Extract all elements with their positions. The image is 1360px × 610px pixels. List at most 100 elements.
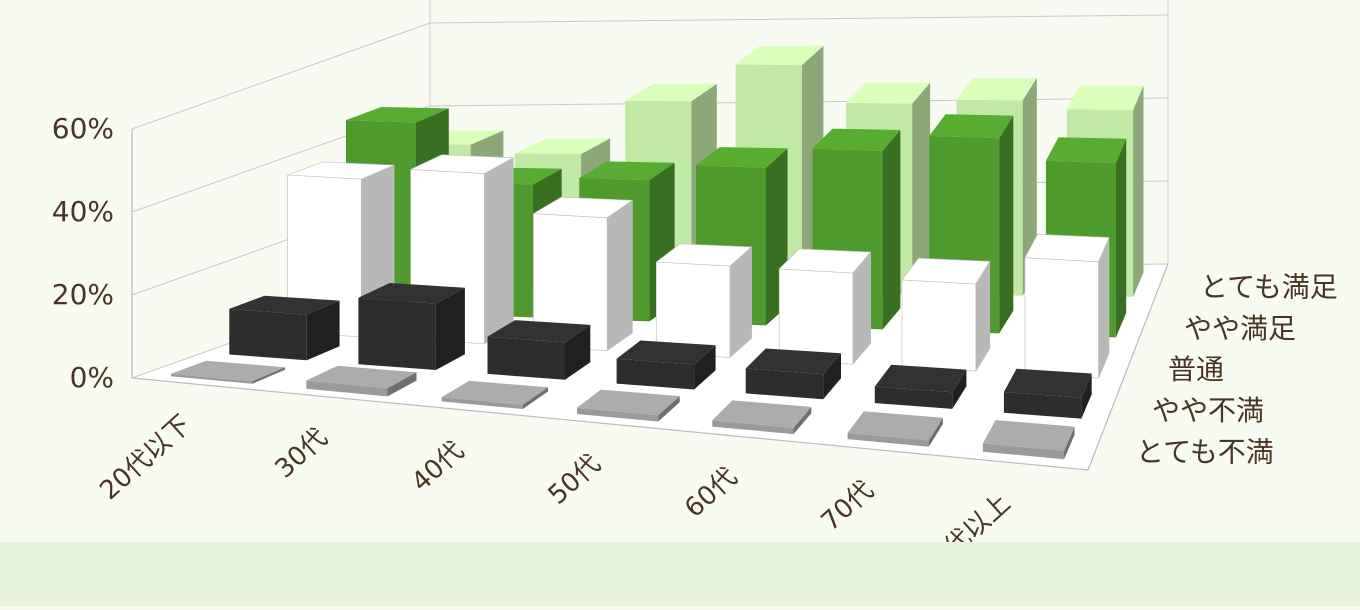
bar bbox=[577, 389, 680, 422]
bar-side bbox=[483, 157, 514, 345]
bar-top bbox=[1045, 137, 1127, 164]
bar-top bbox=[712, 400, 812, 428]
bar-front bbox=[358, 297, 436, 370]
series-label: 普通 bbox=[1168, 353, 1224, 386]
y-tick-label: 0% bbox=[70, 361, 114, 394]
bar-top bbox=[655, 243, 753, 267]
bar-side bbox=[252, 367, 285, 384]
axis-baseline bbox=[131, 263, 1169, 471]
bar-top bbox=[410, 154, 515, 174]
bar bbox=[847, 411, 943, 447]
bar-top bbox=[735, 45, 824, 66]
bar bbox=[358, 283, 465, 370]
bar bbox=[616, 340, 716, 390]
bar-side bbox=[912, 82, 931, 295]
bar-side bbox=[1133, 85, 1144, 297]
y-tick-label: 20% bbox=[52, 278, 114, 311]
bar-top bbox=[577, 389, 680, 416]
bar bbox=[306, 365, 417, 397]
bar-front bbox=[778, 268, 854, 365]
bar-top bbox=[229, 295, 340, 315]
x-tick-label: 50代 bbox=[543, 449, 607, 511]
bar-front bbox=[171, 373, 253, 384]
bar bbox=[441, 380, 549, 409]
bar bbox=[229, 295, 340, 361]
bar-side bbox=[435, 287, 465, 370]
bar-top bbox=[846, 82, 931, 104]
x-tick-label: 30代 bbox=[270, 423, 334, 485]
bar-front bbox=[441, 397, 523, 409]
bar-side bbox=[658, 396, 680, 422]
bar-side bbox=[952, 369, 967, 409]
bar-top bbox=[929, 114, 1014, 139]
bar bbox=[1024, 233, 1110, 379]
bar-side bbox=[1081, 373, 1092, 419]
bar-side bbox=[1115, 138, 1127, 338]
series-label: とても満足 bbox=[1200, 271, 1338, 304]
bar-top bbox=[625, 83, 717, 102]
bar-side bbox=[999, 115, 1014, 334]
bar bbox=[745, 348, 841, 400]
x-tick-label: 70代 bbox=[816, 475, 880, 537]
bar bbox=[1003, 368, 1092, 419]
y-tick-label: 60% bbox=[52, 112, 114, 145]
bar-top bbox=[956, 77, 1037, 101]
bar-front bbox=[1003, 392, 1082, 419]
bar-side bbox=[522, 387, 549, 409]
bar-side bbox=[306, 300, 340, 361]
series-label: やや満足 bbox=[1184, 312, 1296, 345]
bar-side bbox=[823, 353, 841, 400]
bar bbox=[655, 243, 753, 359]
bar-side bbox=[606, 199, 633, 352]
bar-top bbox=[171, 360, 285, 382]
bar-top bbox=[1024, 233, 1110, 263]
bar-side bbox=[882, 130, 901, 330]
bar-side bbox=[928, 417, 943, 447]
bar-top bbox=[982, 420, 1075, 451]
bar-top bbox=[532, 196, 634, 219]
bar-side bbox=[1022, 77, 1037, 296]
bar-top bbox=[514, 138, 611, 155]
bar-top bbox=[579, 161, 675, 181]
series-label: とても不満 bbox=[1136, 435, 1274, 468]
bar bbox=[874, 364, 967, 409]
bar-top bbox=[1003, 368, 1092, 398]
series-labels: とても不満 やや不満 普通 やや満足 とても満足 bbox=[1136, 271, 1338, 469]
bar-front bbox=[487, 336, 565, 380]
bar-top bbox=[287, 161, 395, 180]
bar-side bbox=[565, 324, 591, 380]
bar-side bbox=[793, 406, 812, 435]
bar-top bbox=[487, 320, 591, 343]
bar-top bbox=[696, 147, 788, 168]
bar-front bbox=[577, 407, 659, 422]
bars bbox=[171, 45, 1144, 460]
bar bbox=[171, 360, 285, 384]
background-band bbox=[0, 542, 1360, 606]
bar-top bbox=[745, 348, 841, 375]
bar-top bbox=[901, 257, 991, 285]
bar-front bbox=[745, 368, 824, 400]
bar bbox=[982, 420, 1075, 460]
bar-top bbox=[778, 248, 872, 274]
series-label: やや不満 bbox=[1152, 394, 1264, 427]
bar bbox=[487, 320, 591, 380]
bar-top bbox=[847, 411, 943, 441]
x-tick-label: 20代以下 bbox=[94, 410, 197, 507]
bar bbox=[778, 248, 872, 366]
bar-top bbox=[1066, 85, 1144, 110]
x-tick-label: 40代 bbox=[406, 436, 470, 498]
bar-top bbox=[616, 340, 716, 365]
y-tick-label: 40% bbox=[52, 195, 114, 228]
bar-front bbox=[616, 358, 695, 390]
bar-front bbox=[874, 386, 953, 409]
bar bbox=[532, 196, 634, 352]
bar-side bbox=[387, 372, 417, 397]
bar-front bbox=[229, 308, 307, 361]
bar-top bbox=[812, 128, 901, 151]
bar-top bbox=[306, 365, 417, 389]
bar-front bbox=[306, 380, 388, 397]
bar-top bbox=[441, 380, 549, 405]
bar-front bbox=[982, 443, 1065, 460]
